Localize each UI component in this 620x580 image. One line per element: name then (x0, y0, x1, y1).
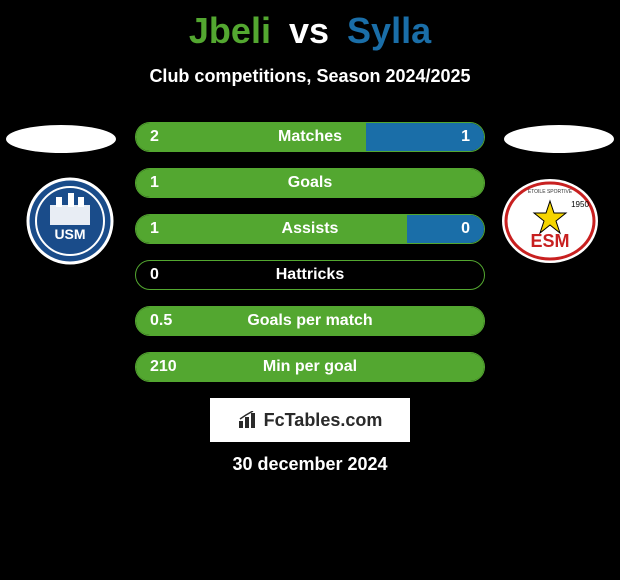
stat-label: Goals per match (136, 307, 484, 335)
chart-icon (238, 411, 260, 429)
stat-row-min-per-goal: Min per goal210 (135, 352, 485, 382)
stat-value-right: 1 (461, 123, 470, 151)
stat-value-left: 0.5 (150, 307, 172, 335)
branding-text: FcTables.com (264, 410, 383, 431)
date-text: 30 december 2024 (0, 454, 620, 475)
stat-row-hattricks: Hattricks0 (135, 260, 485, 290)
stat-value-left: 1 (150, 169, 159, 197)
player2-club-badge: ETOILE SPORTIVE ESM 1950 (500, 177, 600, 265)
stat-label: Assists (136, 215, 484, 243)
comparison-title: Jbeli vs Sylla (0, 0, 620, 52)
stat-label: Min per goal (136, 353, 484, 381)
stat-label: Matches (136, 123, 484, 151)
stat-row-matches: Matches2 1 (135, 122, 485, 152)
stat-row-goals: Goals1 (135, 168, 485, 198)
stat-value-right: 0 (461, 215, 470, 243)
stat-value-left: 210 (150, 353, 177, 381)
svg-text:ESM: ESM (530, 231, 569, 251)
stat-row-goals-per-match: Goals per match0.5 (135, 306, 485, 336)
player2-name: Sylla (347, 10, 431, 51)
stat-row-assists: Assists1 0 (135, 214, 485, 244)
player1-head-icon (6, 125, 116, 153)
player1-club-badge: USM (20, 177, 120, 265)
subtitle: Club competitions, Season 2024/2025 (0, 66, 620, 87)
svg-text:USM: USM (54, 226, 85, 242)
stat-label: Goals (136, 169, 484, 197)
vs-text: vs (289, 10, 329, 51)
stat-value-left: 1 (150, 215, 159, 243)
svg-text:1950: 1950 (571, 200, 589, 209)
stat-value-left: 2 (150, 123, 159, 151)
svg-text:ETOILE SPORTIVE: ETOILE SPORTIVE (528, 189, 573, 195)
stat-label: Hattricks (136, 261, 484, 289)
player1-name: Jbeli (189, 10, 271, 51)
stat-value-left: 0 (150, 261, 159, 289)
stats-bars: Matches21Goals1Assists10Hattricks0Goals … (135, 122, 485, 398)
fctables-branding: FcTables.com (210, 398, 410, 442)
player2-head-icon (504, 125, 614, 153)
